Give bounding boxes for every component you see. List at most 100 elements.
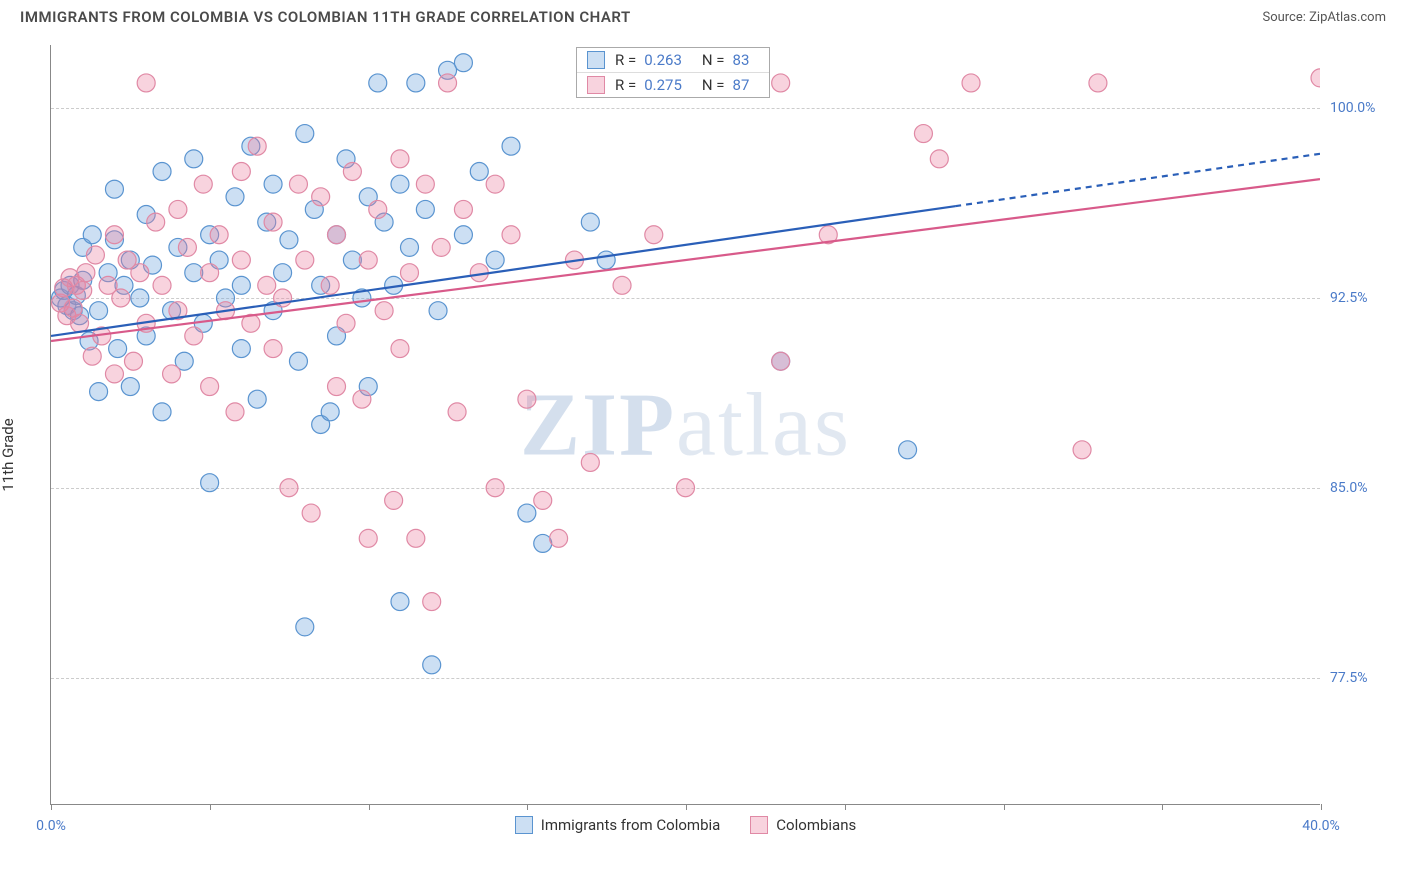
scatter-point <box>1311 69 1320 87</box>
scatter-point <box>90 383 108 401</box>
y-tick-label: 85.0% <box>1330 480 1390 496</box>
scatter-point <box>1089 74 1107 92</box>
scatter-point <box>369 200 387 218</box>
legend-bottom-item: Immigrants from Colombia <box>515 816 721 834</box>
legend-swatch <box>750 816 768 834</box>
n-value: 83 <box>733 51 750 69</box>
scatter-point <box>185 327 203 345</box>
scatter-point <box>400 238 418 256</box>
scatter-point <box>83 347 101 365</box>
scatter-point <box>105 180 123 198</box>
scatter-point <box>385 491 403 509</box>
legend-bottom-label: Colombians <box>776 816 856 834</box>
x-tick <box>527 804 528 810</box>
x-tick <box>845 804 846 810</box>
scatter-point <box>258 276 276 294</box>
scatter-point <box>416 175 434 193</box>
scatter-point <box>359 251 377 269</box>
legend-swatch <box>587 51 605 69</box>
scatter-point <box>131 264 149 282</box>
scatter-point <box>359 529 377 547</box>
legend-top-row: R =0.263N =83 <box>577 48 769 72</box>
scatter-point <box>550 529 568 547</box>
scatter-point <box>178 238 196 256</box>
scatter-point <box>296 251 314 269</box>
scatter-point <box>153 276 171 294</box>
y-tick-label: 100.0% <box>1330 100 1390 116</box>
chart-source: Source: ZipAtlas.com <box>1262 10 1386 25</box>
legend-bottom-item: Colombians <box>750 816 856 834</box>
scatter-point <box>645 226 663 244</box>
scatter-point <box>328 226 346 244</box>
scatter-point <box>83 226 101 244</box>
scatter-point <box>391 175 409 193</box>
scatter-point <box>439 74 457 92</box>
scatter-point <box>90 302 108 320</box>
r-label: R = <box>615 76 636 94</box>
legend-top-row: R =0.275N =87 <box>577 72 769 97</box>
scatter-point <box>289 352 307 370</box>
x-tick <box>686 804 687 810</box>
scatter-point <box>248 390 266 408</box>
scatter-point <box>772 74 790 92</box>
scatter-point <box>226 188 244 206</box>
scatter-point <box>581 213 599 231</box>
scatter-point <box>454 200 472 218</box>
x-tick <box>369 804 370 810</box>
x-tick <box>1162 804 1163 810</box>
y-axis-label: 11th Grade <box>0 418 17 491</box>
scatter-point <box>112 289 130 307</box>
scatter-point <box>337 314 355 332</box>
scatter-point <box>1073 441 1091 459</box>
scatter-point <box>147 213 165 231</box>
scatter-point <box>264 213 282 231</box>
n-label: N = <box>702 76 725 94</box>
scatter-point <box>407 529 425 547</box>
scatter-point <box>296 618 314 636</box>
scatter-point <box>274 264 292 282</box>
scatter-point <box>454 54 472 72</box>
scatter-point <box>280 479 298 497</box>
scatter-point <box>232 340 250 358</box>
scatter-point <box>264 175 282 193</box>
scatter-point <box>502 137 520 155</box>
scatter-point <box>429 302 447 320</box>
scatter-point <box>772 352 790 370</box>
scatter-point <box>391 340 409 358</box>
scatter-point <box>375 302 393 320</box>
scatter-point <box>391 150 409 168</box>
scatter-point <box>105 365 123 383</box>
scatter-point <box>302 504 320 522</box>
scatter-point <box>321 276 339 294</box>
n-label: N = <box>702 51 725 69</box>
scatter-point <box>534 534 552 552</box>
scatter-point <box>264 340 282 358</box>
scatter-point <box>248 137 266 155</box>
r-value: 0.263 <box>644 51 682 69</box>
legend-top-box: R = 0.263 N = 83 R =0.275N =87 <box>576 47 770 98</box>
scatter-point <box>232 276 250 294</box>
scatter-point <box>534 491 552 509</box>
scatter-point <box>232 163 250 181</box>
scatter-point <box>153 403 171 421</box>
scatter-point <box>201 264 219 282</box>
scatter-point <box>201 474 219 492</box>
y-tick-label: 77.5% <box>1330 670 1390 686</box>
scatter-point <box>131 289 149 307</box>
legend-swatch <box>515 816 533 834</box>
scatter-point <box>899 441 917 459</box>
scatter-svg <box>51 45 1320 804</box>
scatter-point <box>153 163 171 181</box>
scatter-point <box>71 314 89 332</box>
scatter-point <box>74 281 92 299</box>
scatter-point <box>423 593 441 611</box>
scatter-point <box>518 390 536 408</box>
scatter-point <box>400 264 418 282</box>
scatter-point <box>137 74 155 92</box>
scatter-point <box>369 74 387 92</box>
y-tick-label: 92.5% <box>1330 290 1390 306</box>
scatter-point <box>328 378 346 396</box>
scatter-point <box>105 226 123 244</box>
x-tick <box>1004 804 1005 810</box>
scatter-point <box>343 163 361 181</box>
